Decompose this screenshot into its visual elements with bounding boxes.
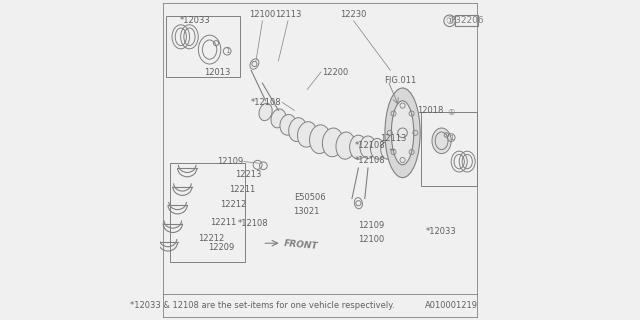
Text: 12211: 12211: [229, 185, 255, 194]
Text: *12108: *12108: [355, 156, 386, 164]
Text: 1: 1: [225, 48, 230, 54]
Ellipse shape: [385, 88, 420, 178]
Text: 13021: 13021: [292, 207, 319, 216]
Bar: [170, 163, 245, 262]
Ellipse shape: [280, 115, 296, 135]
Text: FIG.011: FIG.011: [384, 76, 416, 84]
Text: 12109: 12109: [358, 221, 385, 230]
Text: A010001219: A010001219: [425, 301, 477, 310]
Text: 12013: 12013: [204, 68, 231, 76]
Text: *12108: *12108: [355, 141, 386, 150]
Ellipse shape: [289, 118, 307, 141]
Text: ①: ①: [447, 108, 455, 117]
Text: 1: 1: [449, 135, 454, 140]
Text: *12033: *12033: [426, 228, 457, 236]
Ellipse shape: [310, 125, 330, 154]
Text: 12100: 12100: [249, 10, 276, 19]
Ellipse shape: [432, 128, 451, 154]
Ellipse shape: [323, 128, 343, 157]
Ellipse shape: [360, 136, 376, 158]
Text: 12213: 12213: [236, 170, 262, 179]
Ellipse shape: [381, 142, 394, 159]
Text: *12108: *12108: [251, 98, 282, 107]
Text: 12212: 12212: [198, 234, 224, 243]
Text: 12109: 12109: [217, 157, 243, 166]
Text: *12033 & 12108 are the set-items for one vehicle respectively.: *12033 & 12108 are the set-items for one…: [130, 301, 395, 310]
Text: F32206: F32206: [450, 16, 483, 25]
Ellipse shape: [336, 132, 355, 159]
Text: 12212: 12212: [220, 200, 246, 209]
Text: *12108: *12108: [238, 219, 269, 228]
Text: 12113: 12113: [275, 10, 301, 19]
Bar: [166, 16, 240, 77]
Ellipse shape: [349, 135, 367, 159]
Text: FRONT: FRONT: [283, 239, 318, 251]
Ellipse shape: [298, 122, 317, 147]
Bar: [455, 15, 478, 26]
Text: 12100: 12100: [358, 236, 385, 244]
Ellipse shape: [371, 139, 385, 159]
Ellipse shape: [392, 101, 414, 165]
Ellipse shape: [259, 103, 272, 121]
Text: 12209: 12209: [208, 244, 234, 252]
Text: 12211: 12211: [211, 218, 237, 227]
Text: 12018: 12018: [417, 106, 444, 115]
Text: E50506: E50506: [294, 193, 326, 202]
Bar: [421, 112, 477, 186]
Text: *12033: *12033: [180, 16, 211, 25]
Text: 12200: 12200: [322, 68, 348, 76]
Text: 12230: 12230: [340, 10, 367, 19]
Text: 12113: 12113: [380, 134, 406, 143]
Text: ①: ①: [445, 16, 454, 26]
Ellipse shape: [271, 109, 286, 128]
